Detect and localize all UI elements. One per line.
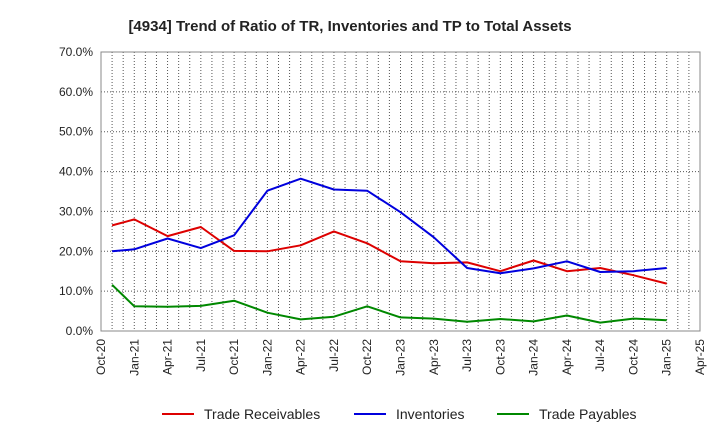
x-tick-label: Apr-23 <box>427 339 441 375</box>
x-tick-label: Oct-23 <box>493 339 507 375</box>
x-tick-label: Jan-24 <box>527 339 541 376</box>
x-tick-label: Jan-21 <box>127 339 141 376</box>
x-tick-label: Jan-25 <box>660 339 674 376</box>
y-tick-label: 40.0% <box>59 165 93 179</box>
series-line-trade-payables <box>111 284 667 324</box>
legend-label: Inventories <box>396 406 464 422</box>
series-line-trade-receivables <box>111 218 667 285</box>
x-tick-label: Jul-21 <box>194 339 208 372</box>
grid <box>101 52 700 331</box>
x-tick-label: Oct-21 <box>227 339 241 375</box>
series <box>111 177 667 324</box>
legend-label: Trade Receivables <box>204 406 320 422</box>
x-tick-label: Apr-22 <box>294 339 308 375</box>
legend-label: Trade Payables <box>539 406 637 422</box>
x-tick-label: Apr-24 <box>560 339 574 375</box>
axes: 0.0% 10.0% 20.0% 30.0% 40.0% 50.0% 60.0% 70.0% O… <box>59 45 707 376</box>
x-tick-label: Apr-25 <box>693 339 707 375</box>
y-tick-label: 10.0% <box>59 284 93 298</box>
plot-frame <box>100 51 701 332</box>
y-tick-label: 60.0% <box>59 85 93 99</box>
x-tick-label: Oct-24 <box>626 339 640 375</box>
y-tick-label: 0.0% <box>66 324 94 338</box>
x-tick-label: Jan-22 <box>260 339 274 376</box>
chart-title: [4934] Trend of Ratio of TR, Inventories… <box>128 18 571 35</box>
x-tick-label: Jan-23 <box>394 339 408 376</box>
legend: Trade Receivables Inventories Trade Payabl… <box>162 406 637 422</box>
y-tick-label: 20.0% <box>59 244 93 258</box>
x-tick-label: Jul-22 <box>327 339 341 372</box>
y-tick-label: 30.0% <box>59 204 93 218</box>
x-tick-label: Apr-21 <box>161 339 175 375</box>
x-tick-label: Jul-23 <box>460 339 474 372</box>
x-tick-label: Oct-22 <box>360 339 374 375</box>
x-tick-label: Jul-24 <box>593 339 607 372</box>
y-tick-label: 70.0% <box>59 45 93 59</box>
y-tick-label: 50.0% <box>59 125 93 139</box>
series-line-inventories <box>112 177 667 275</box>
x-tick-label: Oct-20 <box>94 339 108 375</box>
